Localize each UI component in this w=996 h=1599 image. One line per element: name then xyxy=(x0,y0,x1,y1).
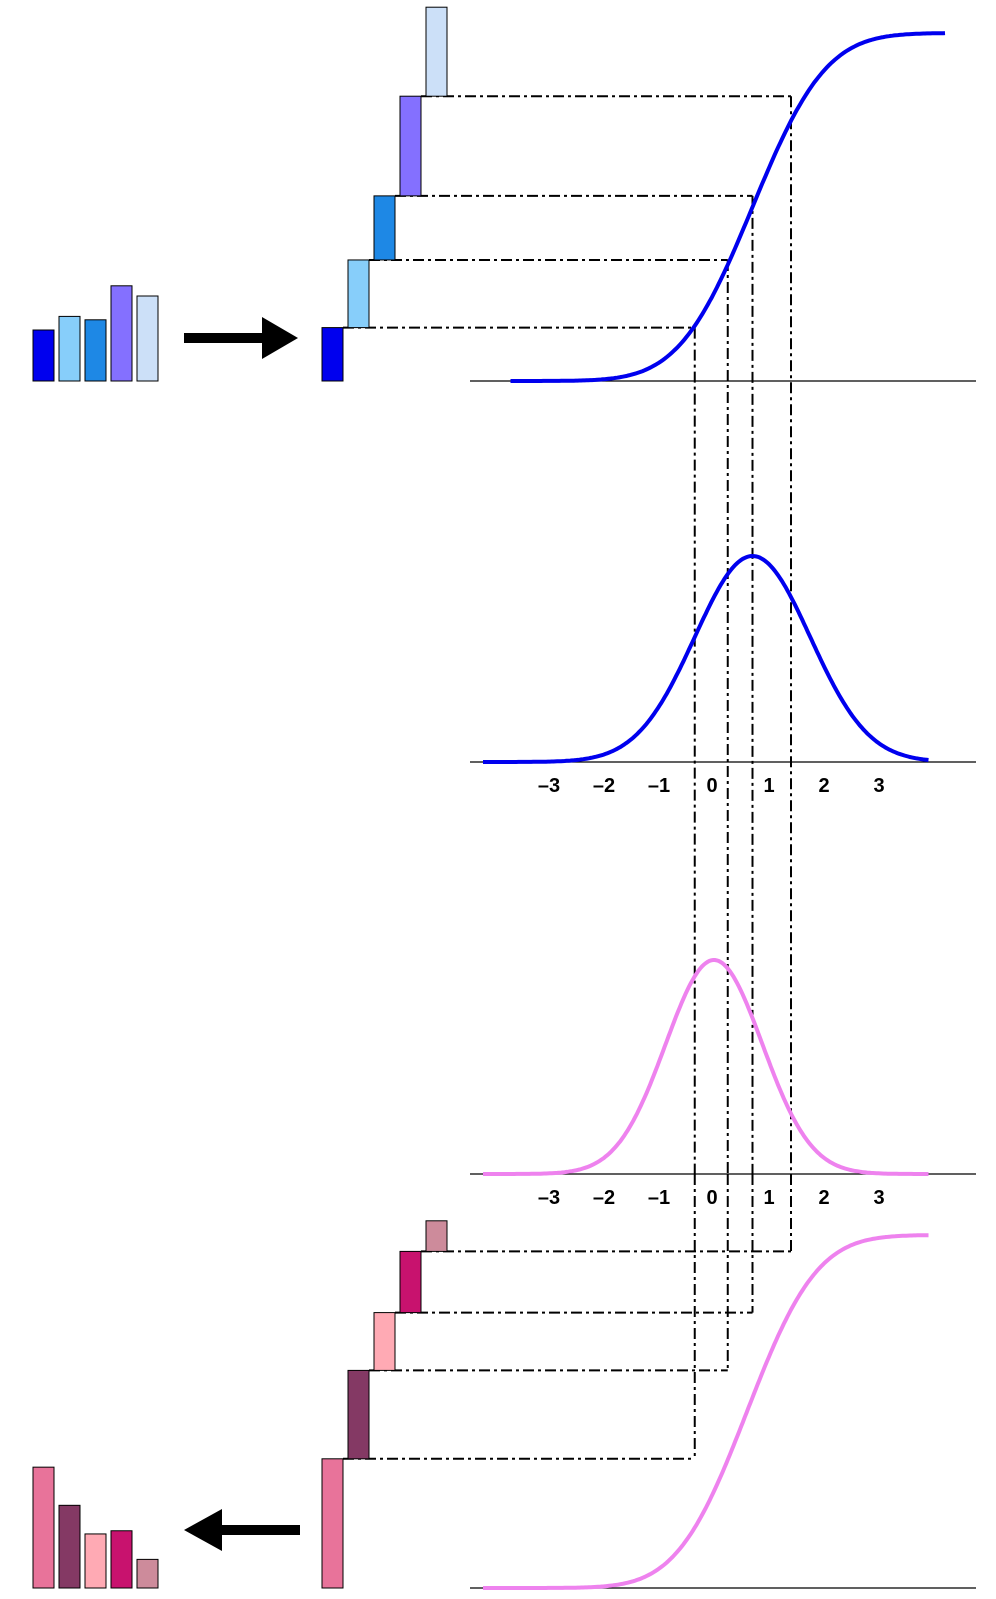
quantile-guide-lines xyxy=(343,95,792,1460)
axis-tick-label: 1 xyxy=(763,775,774,797)
histogram-bar xyxy=(399,95,422,197)
axis-tick-label: 0 xyxy=(706,1187,717,1209)
axis-tick-label: –2 xyxy=(593,1187,615,1209)
target-histogram xyxy=(32,1466,159,1589)
right-arrow-icon xyxy=(184,317,298,359)
target-cdf-curve xyxy=(483,1233,929,1590)
histogram-bar xyxy=(373,1312,396,1371)
histogram-bar xyxy=(347,259,370,329)
histogram-bar xyxy=(373,195,396,261)
axis-tick-label: 1 xyxy=(763,1187,774,1209)
histogram-bar xyxy=(136,1558,159,1589)
axis-tick-label: –1 xyxy=(648,1187,670,1209)
histogram-bar xyxy=(399,1250,422,1314)
axis-tick-label: –1 xyxy=(648,775,670,797)
histogram-bar xyxy=(136,295,159,382)
source-axis-tick-labels: –3 –2 –1 0 1 2 3 xyxy=(538,775,885,797)
axis-tick-label: 2 xyxy=(818,775,829,797)
histogram-bar xyxy=(321,327,344,382)
source-cdf-curve xyxy=(510,31,946,383)
axis-tick-label: 2 xyxy=(818,1187,829,1209)
axis-tick-label: –3 xyxy=(538,1187,560,1209)
source-stacked-bars xyxy=(321,6,448,382)
target-axis-tick-labels: –3 –2 –1 0 1 2 3 xyxy=(538,1187,885,1209)
left-arrow-icon xyxy=(184,1509,300,1551)
source-pdf-curve xyxy=(483,553,929,764)
axis-tick-label: 3 xyxy=(873,775,884,797)
axis-tick-label: 0 xyxy=(706,775,717,797)
histogram-bar xyxy=(32,1466,55,1589)
source-histogram xyxy=(32,285,159,382)
axis-tick-label: –3 xyxy=(538,775,560,797)
axis-tick-label: –2 xyxy=(593,775,615,797)
histogram-bar xyxy=(425,6,448,97)
histogram-bar xyxy=(321,1458,344,1589)
target-pdf-curve xyxy=(483,958,929,1176)
axis-tick-label: 3 xyxy=(873,1187,884,1209)
histogram-bar xyxy=(84,1533,107,1589)
histogram-bar xyxy=(110,285,133,382)
histogram-bar xyxy=(347,1369,370,1460)
histogram-bar xyxy=(84,319,107,382)
histogram-bar xyxy=(425,1220,448,1252)
histogram-bar xyxy=(32,329,55,382)
histogram-bar xyxy=(110,1530,133,1589)
target-stacked-bars xyxy=(321,1220,448,1589)
histogram-bar xyxy=(58,315,81,382)
histogram-bar xyxy=(58,1504,81,1589)
